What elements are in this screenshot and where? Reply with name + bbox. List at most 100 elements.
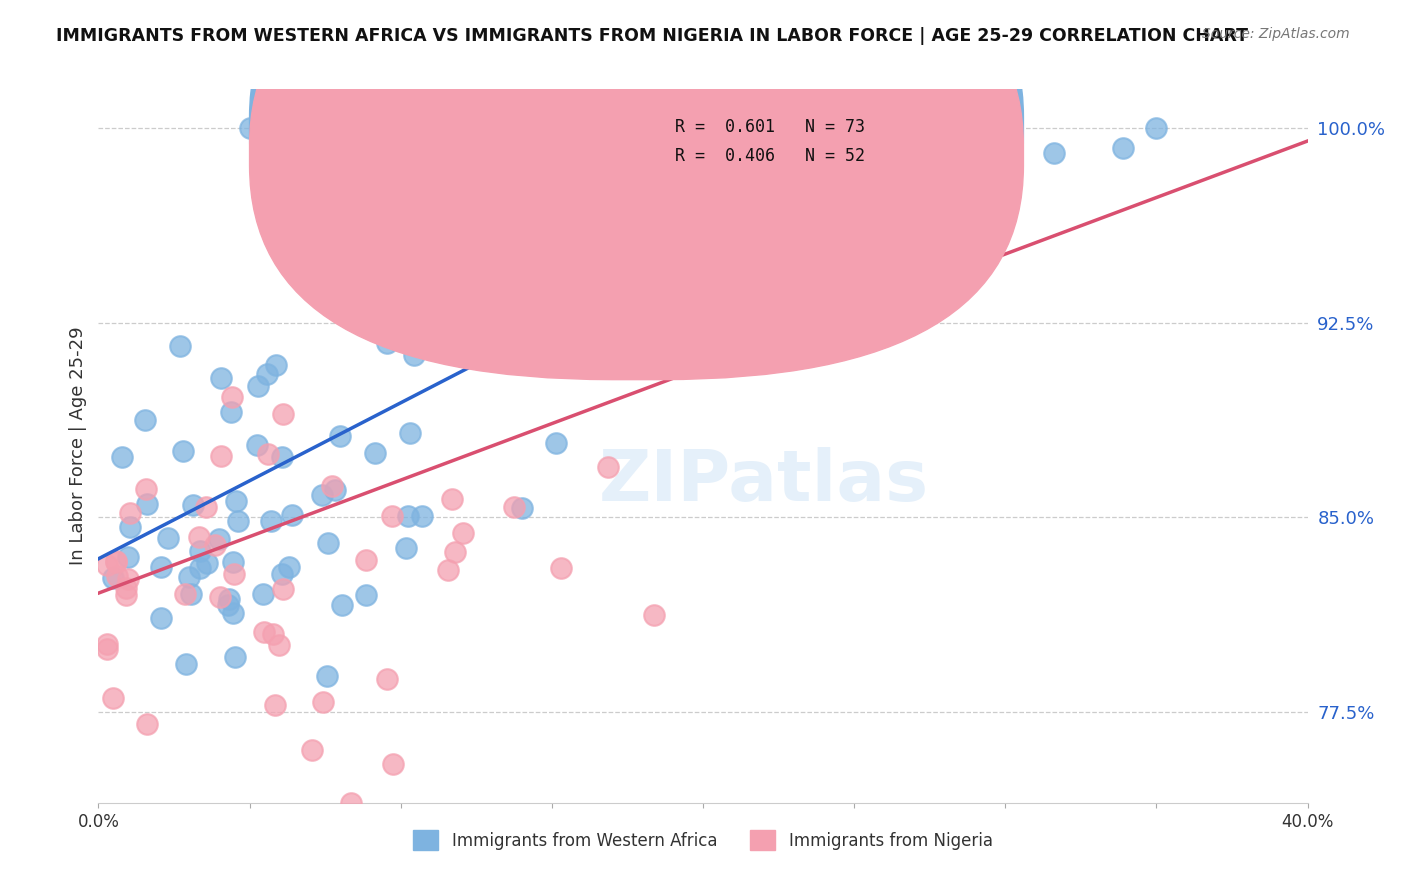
- Point: [546, 436, 568, 450]
- Point: [253, 625, 276, 640]
- Point: [117, 550, 139, 565]
- Point: [1144, 121, 1167, 136]
- Point: [510, 501, 533, 516]
- Y-axis label: In Labor Force | Age 25-29: In Labor Force | Age 25-29: [69, 326, 87, 566]
- Point: [360, 121, 382, 136]
- Point: [364, 446, 387, 460]
- Point: [174, 587, 197, 601]
- Point: [323, 483, 346, 497]
- Point: [316, 535, 339, 549]
- Point: [1043, 145, 1066, 160]
- Point: [271, 450, 294, 464]
- Point: [394, 320, 416, 334]
- Point: [101, 691, 124, 706]
- Point: [574, 290, 596, 304]
- Point: [277, 560, 299, 574]
- Point: [321, 479, 343, 493]
- Point: [396, 508, 419, 523]
- Point: [246, 379, 269, 393]
- Point: [785, 97, 807, 112]
- Point: [136, 497, 159, 511]
- Text: Source: ZipAtlas.com: Source: ZipAtlas.com: [1202, 27, 1350, 41]
- Point: [221, 606, 243, 620]
- Point: [330, 598, 353, 612]
- Point: [399, 425, 422, 440]
- Point: [169, 339, 191, 353]
- Point: [273, 407, 295, 421]
- Point: [195, 500, 218, 514]
- Point: [301, 271, 323, 285]
- Point: [174, 657, 197, 671]
- Point: [239, 121, 262, 136]
- Point: [328, 429, 350, 443]
- Point: [115, 581, 138, 595]
- Point: [436, 563, 458, 577]
- Text: R =  0.601   N = 73: R = 0.601 N = 73: [675, 118, 865, 136]
- Point: [661, 121, 683, 136]
- Point: [354, 588, 377, 602]
- Point: [221, 390, 243, 404]
- FancyBboxPatch shape: [250, 0, 1024, 351]
- Point: [315, 669, 337, 683]
- Point: [450, 121, 472, 136]
- Point: [692, 121, 714, 136]
- Point: [262, 627, 284, 641]
- Point: [596, 459, 619, 474]
- Point: [225, 493, 247, 508]
- Point: [411, 508, 433, 523]
- Point: [631, 121, 654, 136]
- Point: [451, 526, 474, 541]
- Point: [217, 598, 239, 612]
- Point: [655, 214, 678, 228]
- Point: [96, 558, 118, 573]
- Point: [440, 492, 463, 507]
- Point: [96, 642, 118, 657]
- Point: [420, 121, 443, 136]
- FancyBboxPatch shape: [250, 0, 1024, 380]
- Point: [271, 582, 294, 596]
- Point: [270, 567, 292, 582]
- Point: [118, 520, 141, 534]
- Point: [260, 514, 283, 528]
- Point: [404, 348, 426, 362]
- Point: [481, 121, 503, 136]
- Point: [299, 121, 322, 136]
- Point: [188, 544, 211, 558]
- Point: [103, 571, 125, 585]
- Point: [195, 556, 218, 570]
- Point: [263, 698, 285, 712]
- Point: [222, 566, 245, 581]
- Point: [381, 509, 404, 524]
- Point: [188, 561, 211, 575]
- Point: [377, 672, 399, 686]
- Point: [208, 533, 231, 547]
- Point: [105, 568, 128, 582]
- Point: [226, 515, 249, 529]
- Point: [117, 572, 139, 586]
- Point: [96, 637, 118, 651]
- Point: [375, 335, 398, 350]
- Point: [502, 500, 524, 515]
- Point: [444, 545, 467, 559]
- Point: [181, 498, 204, 512]
- Point: [111, 450, 134, 464]
- Point: [188, 530, 211, 544]
- Point: [550, 561, 572, 575]
- Point: [246, 438, 269, 452]
- Point: [382, 756, 405, 771]
- Point: [329, 121, 352, 136]
- Point: [115, 588, 138, 602]
- Point: [299, 121, 322, 136]
- Point: [354, 553, 377, 567]
- Point: [134, 413, 156, 427]
- Point: [1112, 141, 1135, 155]
- Point: [204, 538, 226, 552]
- Point: [540, 121, 562, 136]
- Point: [222, 555, 245, 569]
- Point: [311, 695, 333, 709]
- Point: [209, 371, 232, 385]
- Point: [118, 506, 141, 520]
- Point: [224, 650, 246, 665]
- FancyBboxPatch shape: [588, 103, 879, 182]
- Point: [591, 329, 613, 343]
